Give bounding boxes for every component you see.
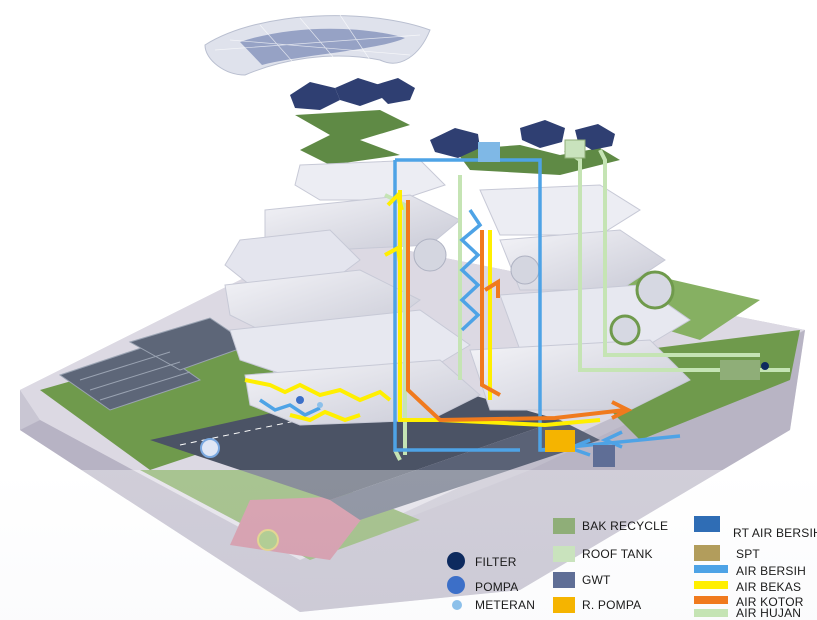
legend-air-kotor-label: AIR KOTOR (736, 595, 804, 609)
legend-gwt-label: GWT (582, 573, 611, 587)
air-bersih-line-swatch (694, 565, 728, 573)
legend-spt-label: SPT (736, 547, 760, 561)
equipment (296, 139, 769, 467)
spt-swatch (694, 545, 720, 561)
filter-dot-icon (447, 552, 465, 570)
legend-roof-tank-label: ROOF TANK (582, 547, 653, 561)
legend-meter-label: METERAN (475, 598, 536, 612)
roof-canopy (204, 14, 431, 110)
bak-recycle-swatch (553, 518, 575, 534)
blackwater-pipes (406, 200, 633, 423)
rt-air-bersih-swatch (694, 516, 720, 532)
tower-floors (200, 159, 691, 458)
legend-air-hujan-label: AIR HUJAN (736, 606, 802, 620)
air-bekas-line-swatch (694, 581, 728, 589)
legend-rt-air-bersih-label: RT AIR BERSIH (733, 526, 817, 540)
legend-air-bersih-label: AIR BERSIH (736, 564, 807, 578)
air-hujan-line-swatch (694, 609, 728, 617)
meter-dot-icon (452, 600, 462, 610)
r-pompa-swatch (553, 597, 575, 613)
gwt-swatch (553, 572, 575, 588)
legend-filter-label: FILTER (475, 555, 517, 569)
air-kotor-line-swatch (694, 596, 728, 604)
roof-tank-swatch (553, 546, 575, 562)
legend-air-bekas-label: AIR BEKAS (736, 580, 802, 594)
legend-r-pompa-label: R. POMPA (582, 598, 642, 612)
pump-dot-icon (447, 576, 465, 594)
legend-bak-recycle-label: BAK RECYCLE (582, 519, 669, 533)
legend-pump-label: POMPA (475, 580, 519, 594)
